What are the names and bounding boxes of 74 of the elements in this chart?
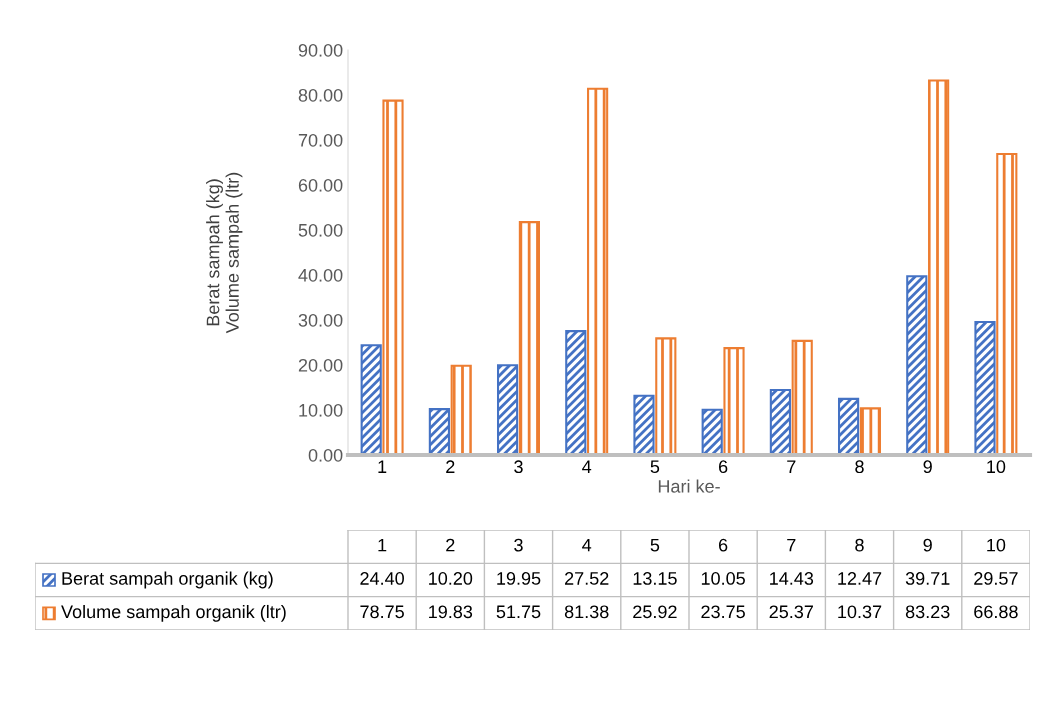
- x-tick-label: 3: [514, 460, 523, 474]
- data-label: 83.23: [905, 605, 950, 619]
- y-tick-label: 20.00: [298, 358, 343, 372]
- bar: [974, 320, 996, 455]
- x-tick-label: 9: [923, 460, 932, 474]
- bar: [450, 364, 472, 455]
- bar: [565, 330, 587, 455]
- data-label: 10.05: [701, 572, 745, 585]
- bar: [791, 339, 813, 455]
- category-label: 1: [378, 538, 387, 552]
- data-label: 39.71: [905, 572, 950, 585]
- y-tick-label: 90.00: [298, 43, 343, 57]
- y-tick-label: 60.00: [298, 178, 343, 192]
- bar: [587, 87, 609, 455]
- bar: [906, 275, 928, 455]
- y-tick-label: 50.00: [298, 223, 343, 237]
- category-label: 6: [719, 538, 728, 552]
- category-label: 2: [446, 538, 455, 552]
- data-label: 24.40: [360, 572, 404, 585]
- data-label: 12.47: [838, 572, 882, 585]
- bar: [633, 394, 655, 455]
- category-label: 10: [987, 538, 1006, 552]
- category-label: 4: [582, 538, 592, 552]
- data-label: 19.83: [429, 605, 473, 619]
- y-tick-label: 10.00: [299, 403, 343, 417]
- data-label: 78.75: [360, 605, 404, 619]
- y-tick-label: 70.00: [298, 133, 343, 147]
- x-tick-label: 10: [987, 460, 1006, 474]
- bar: [497, 364, 519, 455]
- bar: [859, 407, 881, 455]
- x-tick-label: 2: [446, 460, 455, 473]
- bar: [928, 79, 950, 455]
- x-tick-label: 1: [378, 460, 387, 473]
- category-label: 9: [923, 538, 932, 552]
- bar: [382, 99, 404, 455]
- y-tick-label: 0.00: [308, 448, 343, 462]
- bar: [518, 221, 540, 455]
- x-tick-label: 6: [719, 460, 728, 474]
- bar: [701, 408, 723, 455]
- y-axis-title: Berat sampah (kg) Volume sampah (ltr): [206, 172, 243, 334]
- x-axis-title: Hari ke-: [658, 479, 720, 493]
- y-tick-label: 80.00: [298, 88, 343, 102]
- x-tick-label: 7: [787, 460, 796, 473]
- data-label: 19.95: [497, 572, 541, 585]
- bar: [996, 153, 1018, 455]
- bar: [838, 397, 860, 455]
- data-label: 29.57: [974, 572, 1018, 585]
- legend-label: Berat sampah organik (kg): [62, 571, 273, 589]
- x-tick-label: 8: [855, 460, 864, 474]
- bar: [723, 347, 745, 455]
- data-label: 10.37: [838, 605, 882, 619]
- bar: [360, 344, 382, 455]
- bar: [769, 389, 791, 455]
- category-label: 8: [855, 538, 864, 552]
- category-label: 5: [650, 538, 660, 552]
- y-tick-label: 40.00: [298, 268, 343, 282]
- legend-label: Volume sampah organik (ltr): [61, 604, 286, 622]
- category-label: 3: [514, 538, 523, 552]
- y-tick-label: 30.00: [298, 313, 343, 327]
- data-label: 14.43: [770, 572, 814, 585]
- data-label: 27.52: [565, 572, 609, 585]
- data-label: 51.75: [496, 605, 541, 619]
- data-label: 13.15: [633, 572, 677, 585]
- data-label: 23.75: [701, 605, 745, 619]
- data-label: 25.37: [769, 605, 813, 619]
- data-label: 66.88: [974, 605, 1018, 619]
- data-label: 10.20: [429, 572, 473, 585]
- bar: [655, 337, 677, 455]
- data-label: 81.38: [564, 605, 609, 619]
- category-label: 7: [787, 538, 796, 552]
- data-label: 25.92: [633, 605, 677, 619]
- bar: [428, 408, 450, 455]
- x-tick-label: 5: [650, 460, 660, 474]
- x-tick-label: 4: [582, 460, 592, 473]
